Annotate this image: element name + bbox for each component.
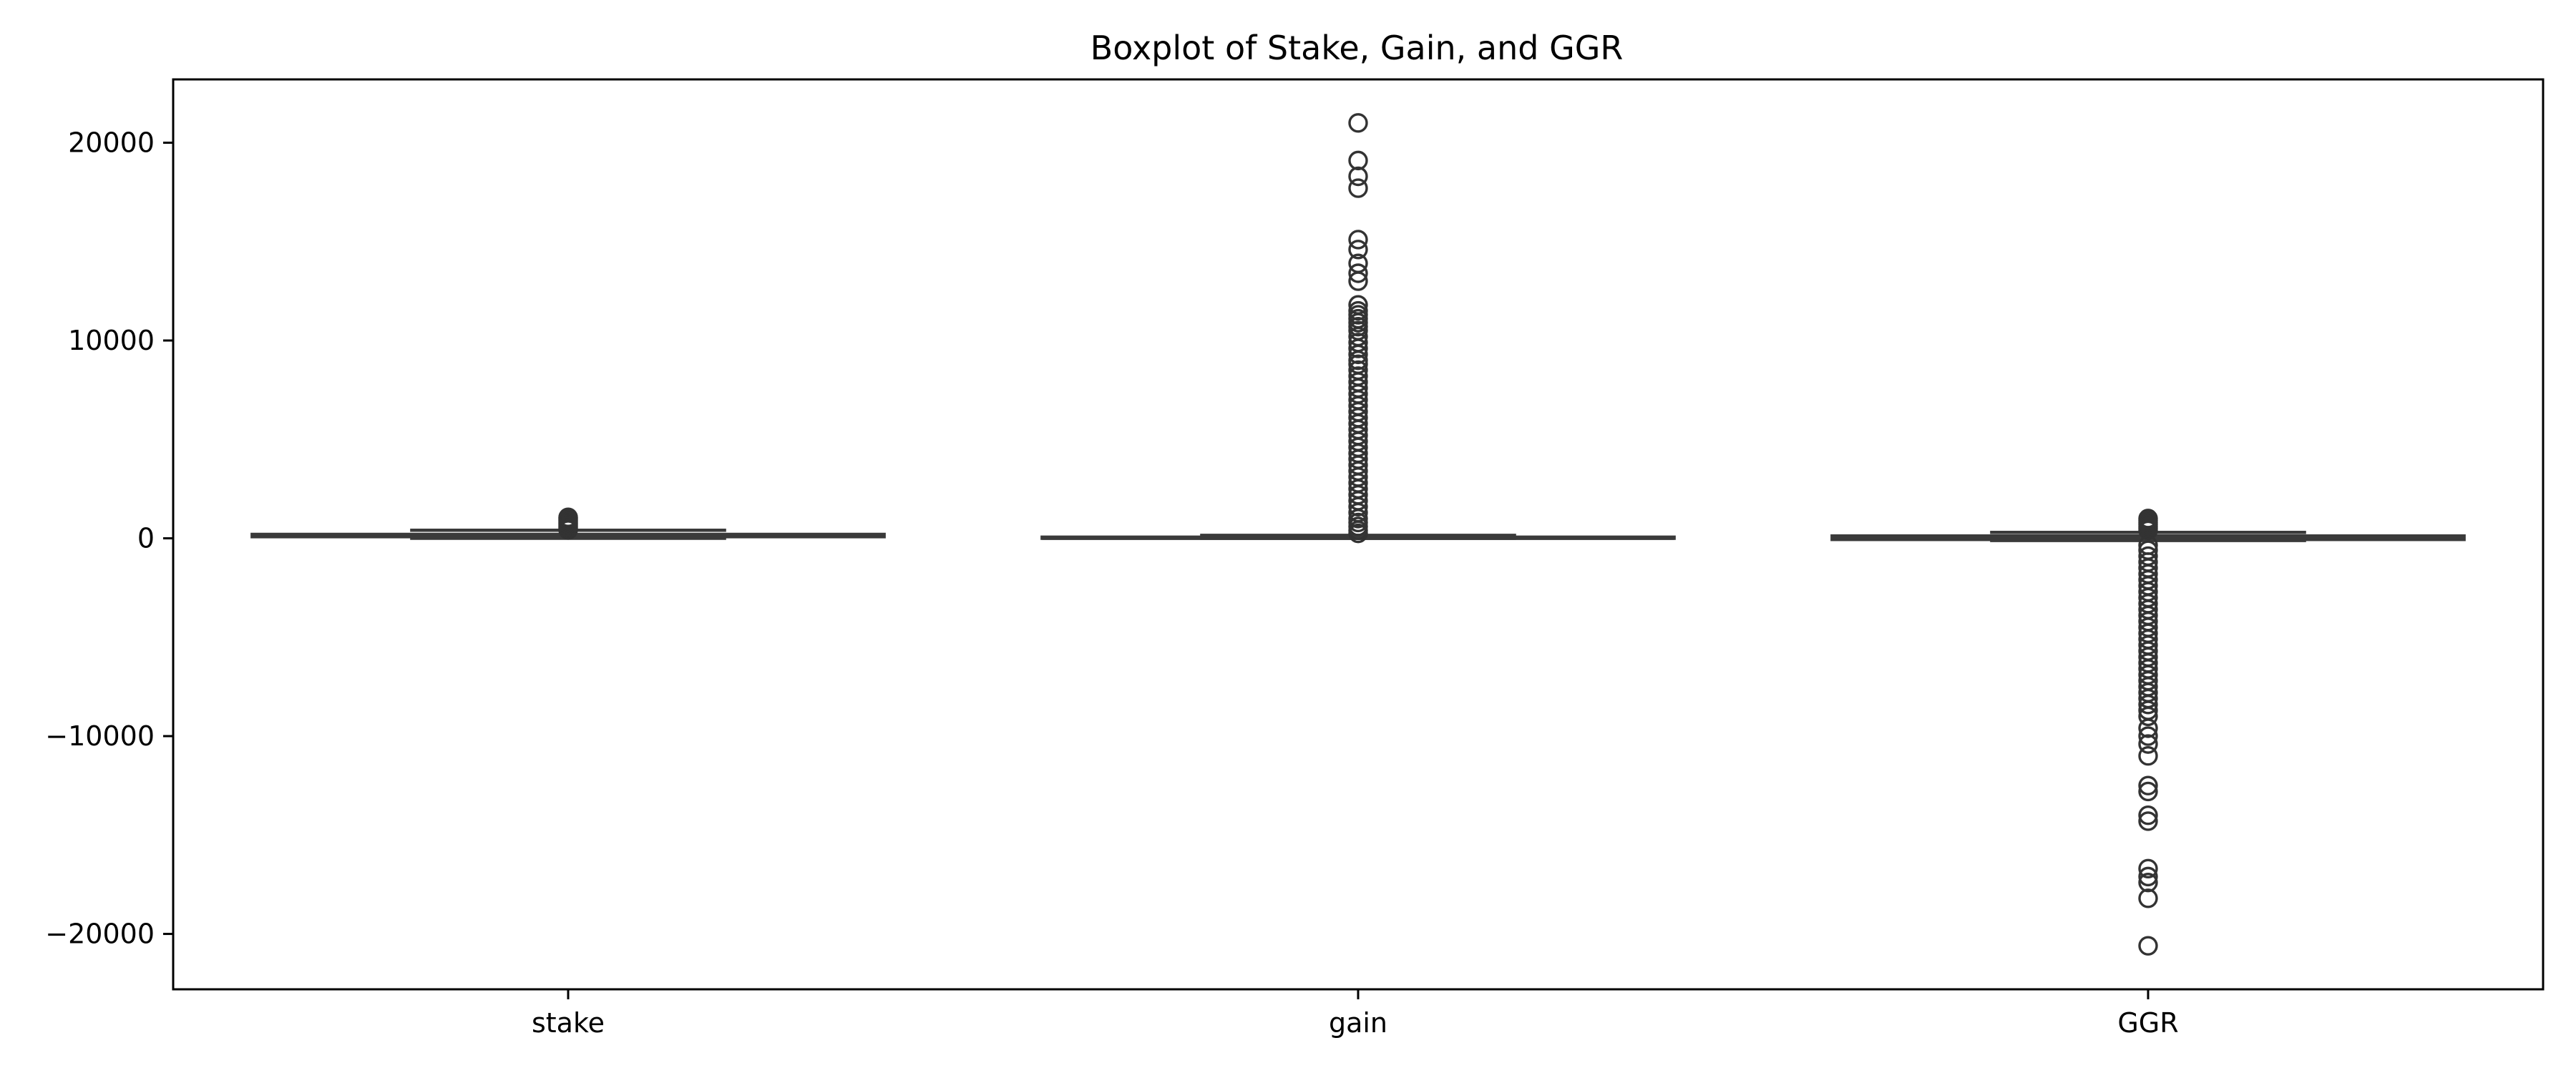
outlier-point-gain xyxy=(1348,150,1368,171)
outlier-point-ggr xyxy=(2138,858,2158,879)
outlier-point-ggr xyxy=(2138,775,2158,795)
outlier-point-ggr xyxy=(2138,936,2158,956)
outlier-point-stake xyxy=(558,507,578,527)
outlier-point-ggr xyxy=(2138,520,2158,541)
y-tick-label: 10000 xyxy=(68,325,155,356)
outlier-point-ggr xyxy=(2138,805,2158,825)
x-tick-label-ggr: GGR xyxy=(2117,1007,2178,1039)
outlier-point-gain xyxy=(1348,166,1368,187)
y-tick-label: 0 xyxy=(137,523,155,554)
outlier-point-ggr xyxy=(2138,695,2158,715)
chart-title: Boxplot of Stake, Gain, and GGR xyxy=(1091,29,1624,67)
outlier-point-ggr xyxy=(2138,734,2158,754)
outlier-point-gain xyxy=(1348,496,1368,516)
box-group-stake xyxy=(250,507,886,540)
outlier-point-ggr xyxy=(2138,726,2158,746)
box-group-ggr xyxy=(1830,509,2466,956)
outlier-point-gain xyxy=(1348,240,1368,260)
plot-frame xyxy=(172,78,2545,991)
outlier-point-gain xyxy=(1348,344,1368,365)
outlier-point-gain xyxy=(1348,230,1368,250)
outlier-point-gain xyxy=(1348,113,1368,133)
outlier-point-gain xyxy=(1348,271,1368,291)
y-tick-label: −10000 xyxy=(45,720,155,752)
outlier-point-gain xyxy=(1348,338,1368,358)
y-tick-label: −20000 xyxy=(45,918,155,950)
outlier-point-ggr xyxy=(2138,811,2158,831)
chart-marks xyxy=(250,113,2466,956)
x-tick-label-gain: gain xyxy=(1329,1007,1387,1039)
box-group-gain xyxy=(1040,113,1676,544)
outlier-point-ggr xyxy=(2138,746,2158,766)
y-tick-label: 20000 xyxy=(68,127,155,158)
outlier-point-ggr xyxy=(2138,872,2158,893)
chart-axes: 20000 10000 0 −10000 −20000 stake gain GGR xyxy=(45,127,2178,1039)
outlier-point-ggr xyxy=(2138,781,2158,802)
outlier-point-ggr xyxy=(2138,888,2158,908)
outlier-point-gain xyxy=(1348,263,1368,283)
outlier-point-gain xyxy=(1348,523,1368,544)
outlier-point-gain xyxy=(1348,178,1368,198)
outlier-point-ggr xyxy=(2138,706,2158,727)
outlier-point-ggr xyxy=(2138,866,2158,887)
x-tick-label-stake: stake xyxy=(532,1007,605,1039)
outlier-point-ggr xyxy=(2138,718,2158,738)
